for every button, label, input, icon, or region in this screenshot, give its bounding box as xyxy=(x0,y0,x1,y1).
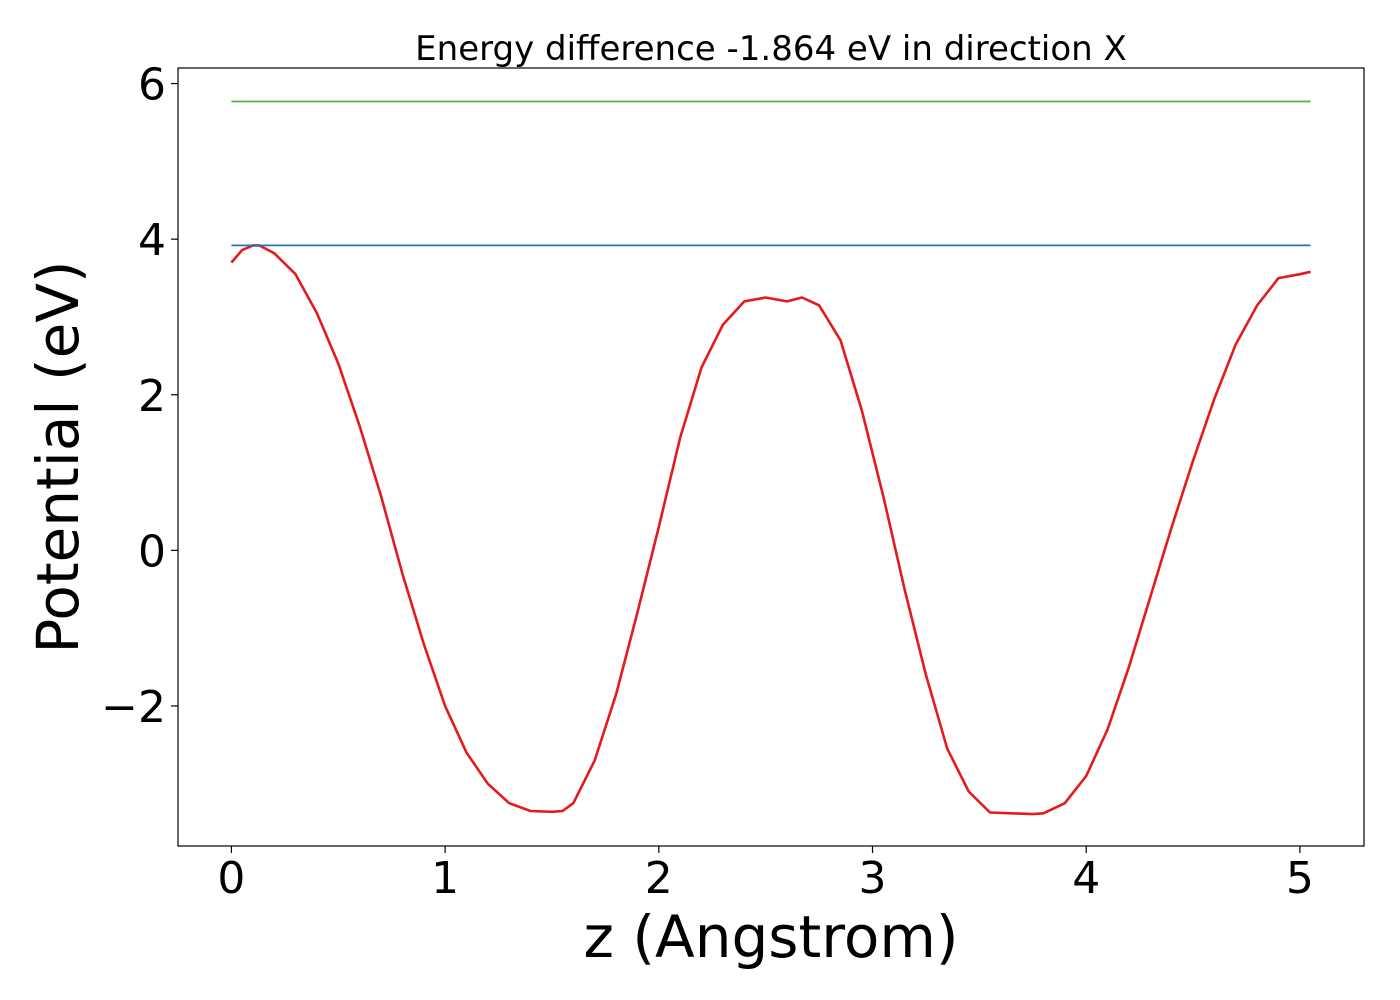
y-tick-label: 6 xyxy=(138,60,166,111)
plot-area xyxy=(177,67,1365,847)
x-tick-label: 5 xyxy=(1286,853,1314,904)
series-line-0 xyxy=(230,244,1311,816)
x-axis-label: z (Angstrom) xyxy=(584,903,959,971)
x-axis: 0 1 2 3 4 5 xyxy=(217,846,1314,904)
y-tick-label: 2 xyxy=(138,371,166,422)
y-tick-label: 4 xyxy=(138,215,166,266)
chart-title: Energy difference -1.864 eV in direction… xyxy=(415,29,1127,69)
plot-frame xyxy=(177,67,1365,847)
x-tick-label: 2 xyxy=(645,853,673,904)
y-tick-label: 0 xyxy=(138,526,166,577)
y-axis-label: Potential (eV) xyxy=(24,260,92,653)
x-tick-label: 3 xyxy=(859,853,887,904)
x-tick-label: 0 xyxy=(217,853,245,904)
series-layer xyxy=(230,100,1311,816)
x-tick-label: 4 xyxy=(1072,853,1100,904)
y-tick-label: −2 xyxy=(101,682,166,733)
y-axis: −2 0 2 4 6 xyxy=(101,60,178,733)
x-tick-label: 1 xyxy=(431,853,459,904)
